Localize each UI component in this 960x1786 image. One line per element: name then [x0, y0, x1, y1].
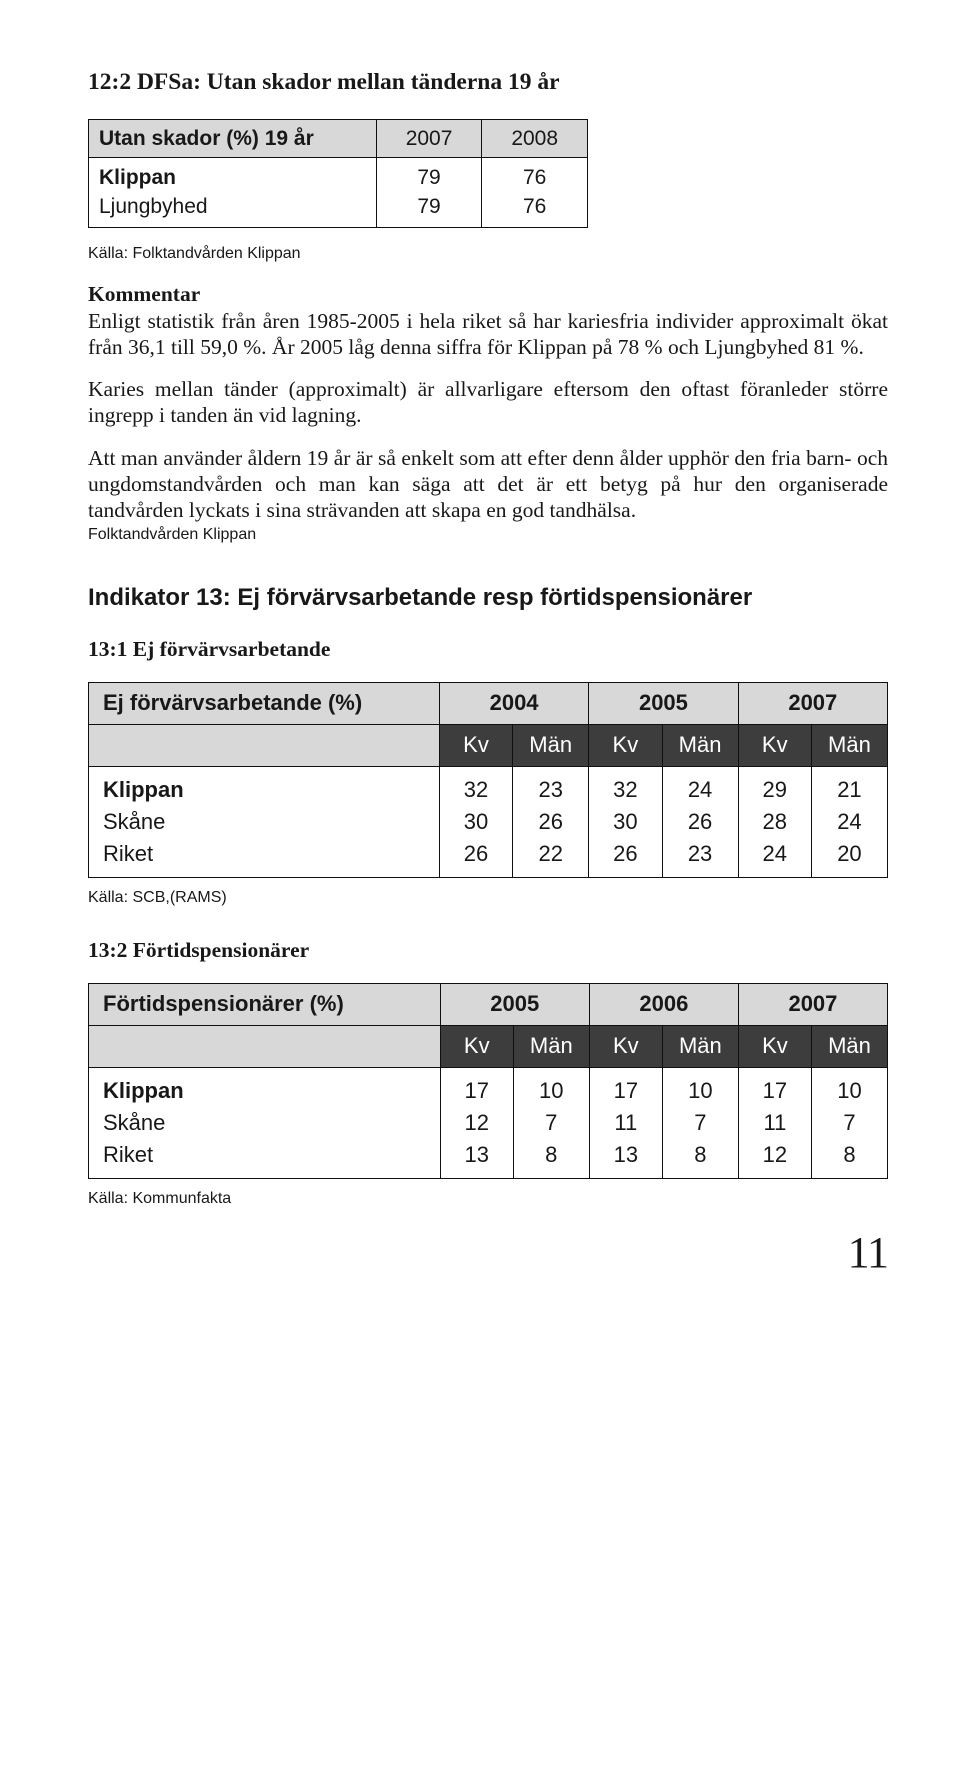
- table-12-2: Utan skador (%) 19 år 2007 2008 Klippan …: [88, 119, 588, 228]
- table-head-label: Utan skador (%) 19 år: [89, 119, 377, 158]
- table-cell: 232622: [513, 766, 589, 877]
- table-cell: 212420: [811, 766, 887, 877]
- source-12-2: Källa: Folktandvården Klippan: [88, 244, 888, 264]
- table-cell: 76 76: [482, 158, 588, 228]
- table-cell: 1078: [513, 1067, 589, 1178]
- table-year: 2007: [738, 984, 887, 1026]
- table-cell: 242623: [662, 766, 738, 877]
- table-row-labels: Klippan Skåne Riket: [89, 766, 440, 877]
- table-year: 2005: [589, 683, 738, 725]
- table-cell: 171213: [440, 1067, 513, 1178]
- paragraph: Att man använder åldern 19 år är så enke…: [88, 445, 888, 524]
- table-subhead: Kv: [589, 1026, 662, 1068]
- table-cell: 1078: [811, 1067, 887, 1178]
- table-row-labels: Klippan Ljungbyhed: [89, 158, 377, 228]
- table-head-label: Ej förvärvsarbetande (%): [89, 683, 440, 725]
- source-13-1: Källa: SCB,(RAMS): [88, 888, 888, 908]
- table-year: 2006: [589, 984, 738, 1026]
- table-year: 2004: [439, 683, 588, 725]
- indicator-13-title: Indikator 13: Ej förvärvsarbetande resp …: [88, 583, 888, 612]
- table-subhead: Kv: [589, 725, 662, 767]
- sub-title-13-1: 13:1 Ej förvärvsarbetande: [88, 636, 888, 662]
- section-title-12-2: 12:2 DFSa: Utan skador mellan tänderna 1…: [88, 68, 888, 97]
- paragraph: Enligt statistik från åren 1985-2005 i h…: [88, 308, 888, 360]
- table-subhead: Kv: [439, 725, 512, 767]
- table-row-labels: Klippan Skåne Riket: [89, 1067, 441, 1178]
- table-cell: 292824: [738, 766, 811, 877]
- table-subhead: Kv: [738, 725, 811, 767]
- sub-title-13-2: 13:2 Förtidspensionärer: [88, 937, 888, 963]
- table-subhead: Män: [513, 1026, 589, 1068]
- source-tail: Folktandvården Klippan: [88, 525, 888, 545]
- table-subhead: Män: [811, 725, 887, 767]
- table-subhead: Män: [811, 1026, 887, 1068]
- source-13-2: Källa: Kommunfakta: [88, 1189, 888, 1209]
- page-number: 11: [88, 1226, 888, 1280]
- table-year: 2007: [376, 119, 482, 158]
- table-cell: 171112: [738, 1067, 811, 1178]
- table-head-label: Förtidspensionärer (%): [89, 984, 441, 1026]
- table-cell: 171113: [589, 1067, 662, 1178]
- table-13-2: Förtidspensionärer (%) 2005 2006 2007 Kv…: [88, 983, 888, 1178]
- table-blank: [89, 725, 440, 767]
- table-subhead: Kv: [738, 1026, 811, 1068]
- table-year: 2008: [482, 119, 588, 158]
- table-blank: [89, 1026, 441, 1068]
- table-cell: 323026: [589, 766, 662, 877]
- table-cell: 79 79: [376, 158, 482, 228]
- table-subhead: Män: [662, 1026, 738, 1068]
- table-13-1: Ej förvärvsarbetande (%) 2004 2005 2007 …: [88, 682, 888, 877]
- table-subhead: Män: [662, 725, 738, 767]
- paragraph: Karies mellan tänder (approximalt) är al…: [88, 376, 888, 428]
- table-cell: 323026: [439, 766, 512, 877]
- table-subhead: Män: [513, 725, 589, 767]
- table-year: 2005: [440, 984, 589, 1026]
- table-year: 2007: [738, 683, 887, 725]
- table-cell: 1078: [662, 1067, 738, 1178]
- kommentar-label: Kommentar: [88, 281, 888, 307]
